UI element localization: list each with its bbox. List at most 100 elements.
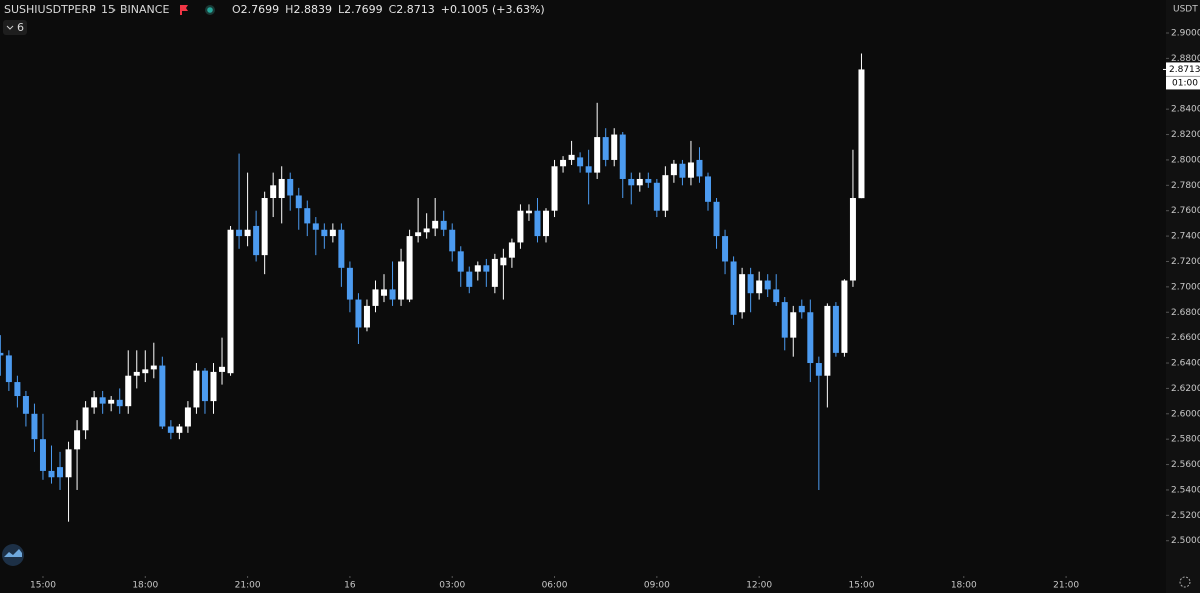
candle-body xyxy=(670,163,677,176)
candle-body xyxy=(824,305,831,376)
candle-body xyxy=(432,220,439,229)
candle-body xyxy=(142,369,149,374)
y-tick-label: 2.6000 xyxy=(1171,409,1200,419)
candle-body xyxy=(525,210,532,214)
candle-body xyxy=(210,371,217,402)
candle-body xyxy=(227,229,234,374)
candle-body xyxy=(517,210,524,243)
candle-body xyxy=(219,366,226,372)
x-tick-label: 21:00 xyxy=(235,581,261,591)
x-tick-label: 21:00 xyxy=(1053,581,1079,591)
candle-body xyxy=(99,397,106,404)
y-tick-label: 2.7200 xyxy=(1171,257,1200,267)
candle-body xyxy=(0,352,4,356)
x-tick-label: 18:00 xyxy=(951,581,977,591)
candle-body xyxy=(5,355,12,383)
separator xyxy=(112,8,116,12)
candle-body xyxy=(466,271,473,287)
candle-body xyxy=(48,470,55,478)
candle-body xyxy=(798,305,805,313)
candle-body xyxy=(628,178,635,186)
candle-body xyxy=(756,280,763,294)
candle-body xyxy=(329,229,336,237)
candle-body xyxy=(338,229,345,268)
ohlc-values: O 2.7699 H 2.8839 L 2.7699 C 2.8713 +0.1005 (+3.… xyxy=(232,3,545,16)
candle-body xyxy=(457,251,464,272)
ohlc-value: 2.7699 xyxy=(241,3,280,16)
candle-body xyxy=(739,274,746,313)
candle-body xyxy=(176,426,183,433)
candle-body xyxy=(406,236,413,300)
settings-icon[interactable] xyxy=(1179,576,1191,588)
candle-body xyxy=(594,137,601,173)
candle-body xyxy=(57,467,64,478)
ohlc-value: 2.8713 xyxy=(396,3,435,16)
candle-body xyxy=(312,223,319,230)
candle-body xyxy=(773,289,780,303)
candle-body xyxy=(108,399,115,404)
candle-body xyxy=(65,449,72,478)
y-tick-label: 2.5400 xyxy=(1171,485,1200,495)
candle-body xyxy=(636,178,643,186)
candle-body xyxy=(355,299,362,328)
chevron xyxy=(6,25,14,30)
y-tick-label: 2.7800 xyxy=(1171,181,1200,191)
countdown: 01:00 xyxy=(1172,78,1198,88)
ohlc-value: 2.7699 xyxy=(344,3,383,16)
ohlc-label: H xyxy=(285,3,293,16)
candle-body xyxy=(363,305,370,328)
candle-body xyxy=(244,229,251,237)
candle-body xyxy=(440,220,447,230)
candle-body xyxy=(74,430,81,450)
candle-body xyxy=(381,289,388,296)
flag-icon[interactable] xyxy=(180,5,188,15)
candle-body xyxy=(184,407,191,427)
candle-body xyxy=(39,439,46,471)
candle-body xyxy=(568,154,575,160)
candle-body xyxy=(696,159,703,177)
candle-body xyxy=(133,371,140,376)
x-tick-label: 16 xyxy=(344,581,356,591)
candle-body xyxy=(500,257,507,266)
candle-body xyxy=(474,265,481,272)
candle-body xyxy=(832,305,839,353)
y-tick-label: 2.7000 xyxy=(1171,282,1200,292)
candle-body xyxy=(415,232,422,237)
candle-body xyxy=(253,225,260,256)
candle-body xyxy=(713,201,720,237)
ohlc-label: O xyxy=(232,3,241,16)
y-tick-label: 2.8000 xyxy=(1171,155,1200,165)
y-tick-label: 2.6800 xyxy=(1171,308,1200,318)
indicator-count: 6 xyxy=(17,21,24,34)
currency-box[interactable] xyxy=(1168,2,1198,16)
candle-body xyxy=(790,312,797,338)
candle-body xyxy=(705,176,712,202)
candle-body xyxy=(389,289,396,300)
currency: USDT xyxy=(1173,5,1198,15)
change: +0.1005 (+3.63%) xyxy=(441,3,545,16)
candle-body xyxy=(116,399,123,407)
y-tick-label: 2.5600 xyxy=(1171,460,1200,470)
price-axis xyxy=(1166,0,1200,593)
candle-body xyxy=(398,261,405,300)
y-tick-label: 2.5200 xyxy=(1171,511,1200,521)
candle-body xyxy=(304,208,311,224)
y-tick-label: 2.7600 xyxy=(1171,206,1200,216)
candle-body xyxy=(287,178,294,196)
candle-body xyxy=(534,210,541,237)
candle-body xyxy=(653,182,660,211)
symbol[interactable]: SUSHIUSDTPERP xyxy=(4,3,96,16)
interval[interactable]: 15 xyxy=(101,3,115,16)
candle-body xyxy=(508,242,515,258)
plot-area xyxy=(0,53,865,522)
candle-body xyxy=(491,258,498,287)
x-tick-label: 06:00 xyxy=(542,581,568,591)
candle-body xyxy=(730,261,737,315)
candle-body xyxy=(346,267,353,300)
candle-body xyxy=(82,407,89,431)
candle-body xyxy=(619,134,626,179)
exchange: BINANCE xyxy=(120,3,169,16)
indicator-toggle[interactable] xyxy=(3,20,27,35)
